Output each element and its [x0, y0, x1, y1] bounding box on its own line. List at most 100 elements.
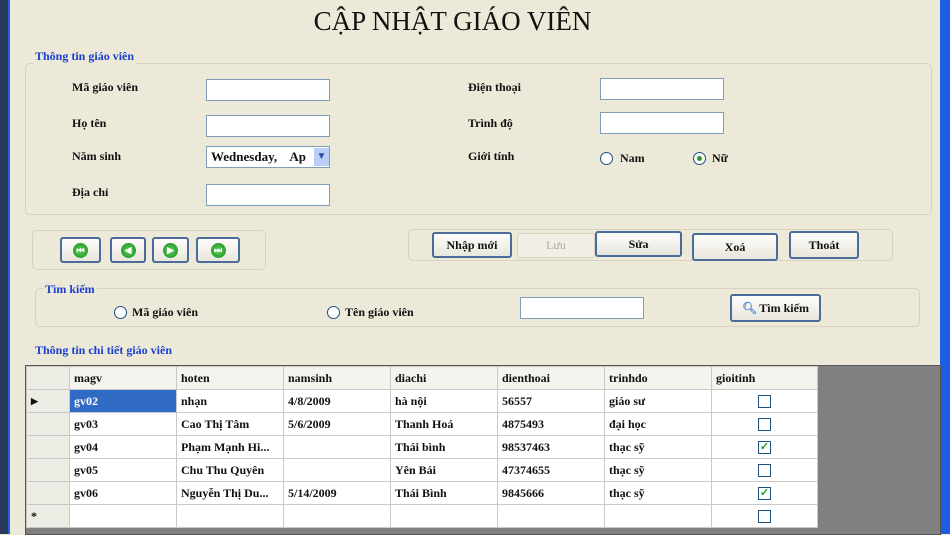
table-row[interactable]: gv04 Phạm Mạnh Hi... Thái bình 98537463 thạc… — [26, 435, 818, 459]
cell-namsinh[interactable]: 5/6/2009 — [283, 412, 391, 436]
cell-diachi[interactable]: hà nội — [390, 389, 498, 413]
gender-checkbox[interactable] — [758, 417, 771, 431]
table-row[interactable]: gv06 Nguyễn Thị Du... 5/14/2009 Thái Bình 98… — [26, 481, 818, 505]
new-button[interactable]: Nhập mới — [432, 232, 512, 258]
cell-gioitinh[interactable] — [711, 389, 818, 413]
new-row-cell[interactable] — [283, 504, 391, 528]
cell-trinhdo[interactable]: đại học — [604, 412, 712, 436]
new-row-cell[interactable] — [390, 504, 498, 528]
cell-magv[interactable]: gv04 — [69, 435, 177, 459]
column-header-magv[interactable]: magv — [69, 366, 177, 390]
cell-magv[interactable]: gv02 — [69, 389, 177, 413]
gioitinh-label: Giới tính — [468, 149, 515, 163]
edit-button[interactable]: Sửa — [595, 231, 682, 257]
cell-namsinh[interactable] — [283, 458, 391, 482]
radio-nam[interactable] — [600, 152, 613, 165]
column-header-hoten[interactable]: hoten — [176, 366, 284, 390]
cell-diachi[interactable]: Thái Bình — [390, 481, 498, 505]
table-row[interactable]: ▶ gv02 nhạn 4/8/2009 hà nội 56557 giáo sư — [26, 389, 818, 413]
next-record-button[interactable]: ▶ — [152, 237, 189, 263]
teacher-grid: magv hoten namsinh diachi dienthoai trinhdo gi… — [25, 365, 941, 535]
cell-namsinh[interactable] — [283, 435, 391, 459]
cell-dienthoai[interactable]: 56557 — [497, 389, 605, 413]
cell-hoten[interactable]: Cao Thị Tâm — [176, 412, 284, 436]
cell-namsinh[interactable]: 4/8/2009 — [283, 389, 391, 413]
cell-magv[interactable]: gv03 — [69, 412, 177, 436]
gender-checkbox[interactable]: ✓ — [758, 440, 771, 454]
chevron-down-icon[interactable]: ▼ — [314, 148, 329, 166]
column-header-trinhdo[interactable]: trinhdo — [604, 366, 712, 390]
new-row-cell[interactable] — [497, 504, 605, 528]
column-header-diachi[interactable]: diachi — [390, 366, 498, 390]
search-icon: 🔍︎ — [742, 300, 758, 315]
new-row-header: * — [26, 504, 70, 528]
save-button[interactable]: Lưu — [517, 233, 595, 258]
ma-input[interactable] — [206, 79, 330, 101]
cell-dienthoai[interactable]: 9845666 — [497, 481, 605, 505]
cell-gioitinh[interactable] — [711, 412, 818, 436]
row-header[interactable] — [26, 481, 70, 505]
left-window-edge — [0, 0, 10, 534]
gender-checkbox[interactable]: ✓ — [758, 486, 771, 500]
hoten-input[interactable] — [206, 115, 330, 137]
new-row-cell[interactable] — [711, 504, 818, 528]
first-record-button[interactable]: ⏮ — [60, 237, 101, 263]
previous-record-button[interactable]: ◀ — [110, 237, 146, 263]
grid-label: Thông tin chi tiết giáo viên — [33, 343, 175, 358]
cell-hoten[interactable]: Chu Thu Quyên — [176, 458, 284, 482]
cell-magv[interactable]: gv06 — [69, 481, 177, 505]
cell-trinhdo[interactable]: thạc sỹ — [604, 458, 712, 482]
namsinh-datepicker[interactable]: Wednesday, Ap ▼ — [206, 146, 330, 168]
delete-button[interactable]: Xoá — [692, 233, 778, 261]
search-input[interactable] — [520, 297, 644, 319]
cell-dienthoai[interactable]: 98537463 — [497, 435, 605, 459]
diachi-input[interactable] — [206, 184, 330, 206]
page-title: CẬP NHẬT GIÁO VIÊN — [313, 6, 592, 36]
exit-button[interactable]: Thoát — [789, 231, 859, 259]
new-row[interactable]: * — [26, 504, 818, 528]
radio-nu[interactable] — [693, 152, 706, 165]
actions-group — [408, 229, 893, 261]
gender-checkbox[interactable] — [758, 463, 771, 477]
cell-namsinh[interactable]: 5/14/2009 — [283, 481, 391, 505]
ma-label: Mã giáo viên — [72, 80, 138, 94]
cell-trinhdo[interactable]: thạc sỹ — [604, 435, 712, 459]
cell-hoten[interactable]: Phạm Mạnh Hi... — [176, 435, 284, 459]
hoten-label: Họ tên — [72, 116, 107, 130]
row-header[interactable] — [26, 458, 70, 482]
table-row[interactable]: gv03 Cao Thị Tâm 5/6/2009 Thanh Hoá 4875493 đ… — [26, 412, 818, 436]
table-row[interactable]: gv05 Chu Thu Quyên Yên Bái 47374655 thạc sỹ — [26, 458, 818, 482]
column-header-namsinh[interactable]: namsinh — [283, 366, 391, 390]
cell-trinhdo[interactable]: thạc sỹ — [604, 481, 712, 505]
cell-magv[interactable]: gv05 — [69, 458, 177, 482]
dienthoai-input[interactable] — [600, 78, 724, 100]
row-header-corner — [26, 366, 70, 390]
cell-gioitinh[interactable] — [711, 458, 818, 482]
cell-hoten[interactable]: nhạn — [176, 389, 284, 413]
teacher-info-group — [25, 63, 932, 215]
search-by-name-radio[interactable] — [327, 306, 340, 319]
cell-hoten[interactable]: Nguyễn Thị Du... — [176, 481, 284, 505]
column-header-dienthoai[interactable]: dienthoai — [497, 366, 605, 390]
gender-checkbox[interactable] — [758, 394, 771, 408]
search-button[interactable]: 🔍︎ Tìm kiếm — [730, 294, 821, 322]
new-row-cell[interactable] — [604, 504, 712, 528]
cell-dienthoai[interactable]: 4875493 — [497, 412, 605, 436]
trinhdo-input[interactable] — [600, 112, 724, 134]
row-header[interactable]: ▶ — [26, 389, 70, 413]
new-row-cell[interactable] — [176, 504, 284, 528]
cell-dienthoai[interactable]: 47374655 — [497, 458, 605, 482]
cell-gioitinh[interactable]: ✓ — [711, 435, 818, 459]
cell-gioitinh[interactable]: ✓ — [711, 481, 818, 505]
column-header-gioitinh[interactable]: gioitinh — [711, 366, 818, 390]
row-header[interactable] — [26, 412, 70, 436]
row-header[interactable] — [26, 435, 70, 459]
last-record-button[interactable]: ⏭ — [196, 237, 240, 263]
search-by-id-radio[interactable] — [114, 306, 127, 319]
cell-diachi[interactable]: Thanh Hoá — [390, 412, 498, 436]
new-row-cell[interactable] — [69, 504, 177, 528]
cell-diachi[interactable]: Yên Bái — [390, 458, 498, 482]
gender-checkbox[interactable] — [758, 509, 771, 523]
cell-diachi[interactable]: Thái bình — [390, 435, 498, 459]
cell-trinhdo[interactable]: giáo sư — [604, 389, 712, 413]
